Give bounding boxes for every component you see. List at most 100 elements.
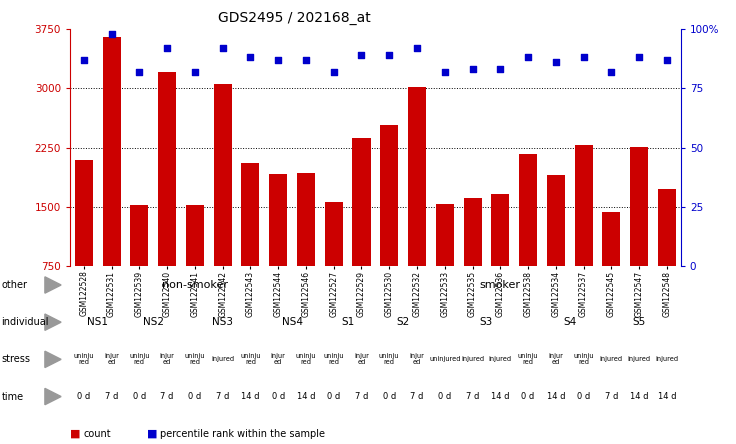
Bar xyxy=(241,163,259,266)
Text: ■: ■ xyxy=(70,428,80,439)
Text: 0 d: 0 d xyxy=(272,392,285,401)
Text: 0 d: 0 d xyxy=(383,392,396,401)
Text: 14 d: 14 d xyxy=(491,392,509,401)
Text: 0 d: 0 d xyxy=(132,392,146,401)
Text: uninju
red: uninju red xyxy=(323,353,344,365)
Bar xyxy=(325,202,343,266)
Text: 7 d: 7 d xyxy=(216,392,230,401)
Text: 0 d: 0 d xyxy=(77,392,91,401)
Bar xyxy=(547,175,565,266)
Point xyxy=(272,56,284,63)
Text: NS1: NS1 xyxy=(87,317,108,327)
Text: uninju
red: uninju red xyxy=(296,353,316,365)
Point xyxy=(355,52,367,59)
Point xyxy=(328,68,339,75)
Bar xyxy=(297,173,315,266)
Text: S3: S3 xyxy=(480,317,493,327)
Point xyxy=(106,30,118,37)
Text: injur
ed: injur ed xyxy=(104,353,119,365)
Text: 7 d: 7 d xyxy=(466,392,479,401)
Text: 0 d: 0 d xyxy=(438,392,451,401)
Text: injured: injured xyxy=(461,357,484,362)
Point xyxy=(550,59,562,66)
Text: S2: S2 xyxy=(397,317,410,327)
Text: 14 d: 14 d xyxy=(547,392,565,401)
Text: ■: ■ xyxy=(147,428,158,439)
Text: injur
ed: injur ed xyxy=(409,353,425,365)
Text: NS3: NS3 xyxy=(212,317,233,327)
Text: injur
ed: injur ed xyxy=(548,353,563,365)
Text: 14 d: 14 d xyxy=(297,392,315,401)
Point xyxy=(189,68,201,75)
Point xyxy=(244,54,256,61)
Point xyxy=(217,44,229,52)
Text: uninju
red: uninju red xyxy=(573,353,594,365)
Text: 14 d: 14 d xyxy=(241,392,260,401)
Text: 14 d: 14 d xyxy=(658,392,676,401)
Text: 7 d: 7 d xyxy=(355,392,368,401)
Text: individual: individual xyxy=(1,317,49,327)
Text: injur
ed: injur ed xyxy=(354,353,369,365)
Text: time: time xyxy=(1,392,24,401)
Bar xyxy=(519,154,537,266)
Text: uninju
red: uninju red xyxy=(74,353,94,365)
Text: injured: injured xyxy=(489,357,512,362)
Text: NS4: NS4 xyxy=(282,317,302,327)
Bar xyxy=(130,206,149,266)
Text: 0 d: 0 d xyxy=(188,392,202,401)
Point xyxy=(411,44,423,52)
Bar xyxy=(269,174,287,266)
Text: uninju
red: uninju red xyxy=(240,353,261,365)
Text: 7 d: 7 d xyxy=(605,392,618,401)
Bar xyxy=(75,159,93,266)
Text: other: other xyxy=(1,280,27,290)
Text: 0 d: 0 d xyxy=(327,392,340,401)
Point xyxy=(633,54,645,61)
Text: count: count xyxy=(83,428,111,439)
Text: S5: S5 xyxy=(632,317,645,327)
Text: smoker: smoker xyxy=(480,280,521,290)
Bar xyxy=(408,87,426,266)
Bar xyxy=(630,147,648,266)
Text: non-smoker: non-smoker xyxy=(162,280,228,290)
Point xyxy=(383,52,395,59)
Bar xyxy=(158,72,176,266)
Bar xyxy=(658,189,676,266)
Text: injured: injured xyxy=(628,357,651,362)
Text: uninju
red: uninju red xyxy=(185,353,205,365)
Text: injur
ed: injur ed xyxy=(271,353,286,365)
Point xyxy=(661,56,673,63)
Point xyxy=(161,44,173,52)
Text: injured: injured xyxy=(600,357,623,362)
Text: percentile rank within the sample: percentile rank within the sample xyxy=(160,428,325,439)
Bar xyxy=(464,198,481,266)
Point xyxy=(78,56,90,63)
Point xyxy=(606,68,618,75)
Text: NS2: NS2 xyxy=(143,317,163,327)
Bar xyxy=(353,138,370,266)
Text: uninju
red: uninju red xyxy=(379,353,400,365)
Point xyxy=(133,68,145,75)
Text: 0 d: 0 d xyxy=(577,392,590,401)
Polygon shape xyxy=(45,351,61,368)
Text: S1: S1 xyxy=(341,317,354,327)
Text: uninju
red: uninju red xyxy=(129,353,149,365)
Bar xyxy=(436,204,454,266)
Text: 0 d: 0 d xyxy=(521,392,535,401)
Text: 7 d: 7 d xyxy=(160,392,174,401)
Bar xyxy=(213,84,232,266)
Bar xyxy=(575,145,592,266)
Text: uninjured: uninjured xyxy=(429,357,461,362)
Text: uninju
red: uninju red xyxy=(518,353,538,365)
Text: injured: injured xyxy=(211,357,234,362)
Polygon shape xyxy=(45,314,61,330)
Bar xyxy=(381,126,398,266)
Text: injur
ed: injur ed xyxy=(160,353,174,365)
Polygon shape xyxy=(45,388,61,405)
Point xyxy=(523,54,534,61)
Bar xyxy=(186,205,204,266)
Text: 7 d: 7 d xyxy=(105,392,118,401)
Text: stress: stress xyxy=(1,354,30,365)
Text: 14 d: 14 d xyxy=(630,392,648,401)
Polygon shape xyxy=(45,277,61,293)
